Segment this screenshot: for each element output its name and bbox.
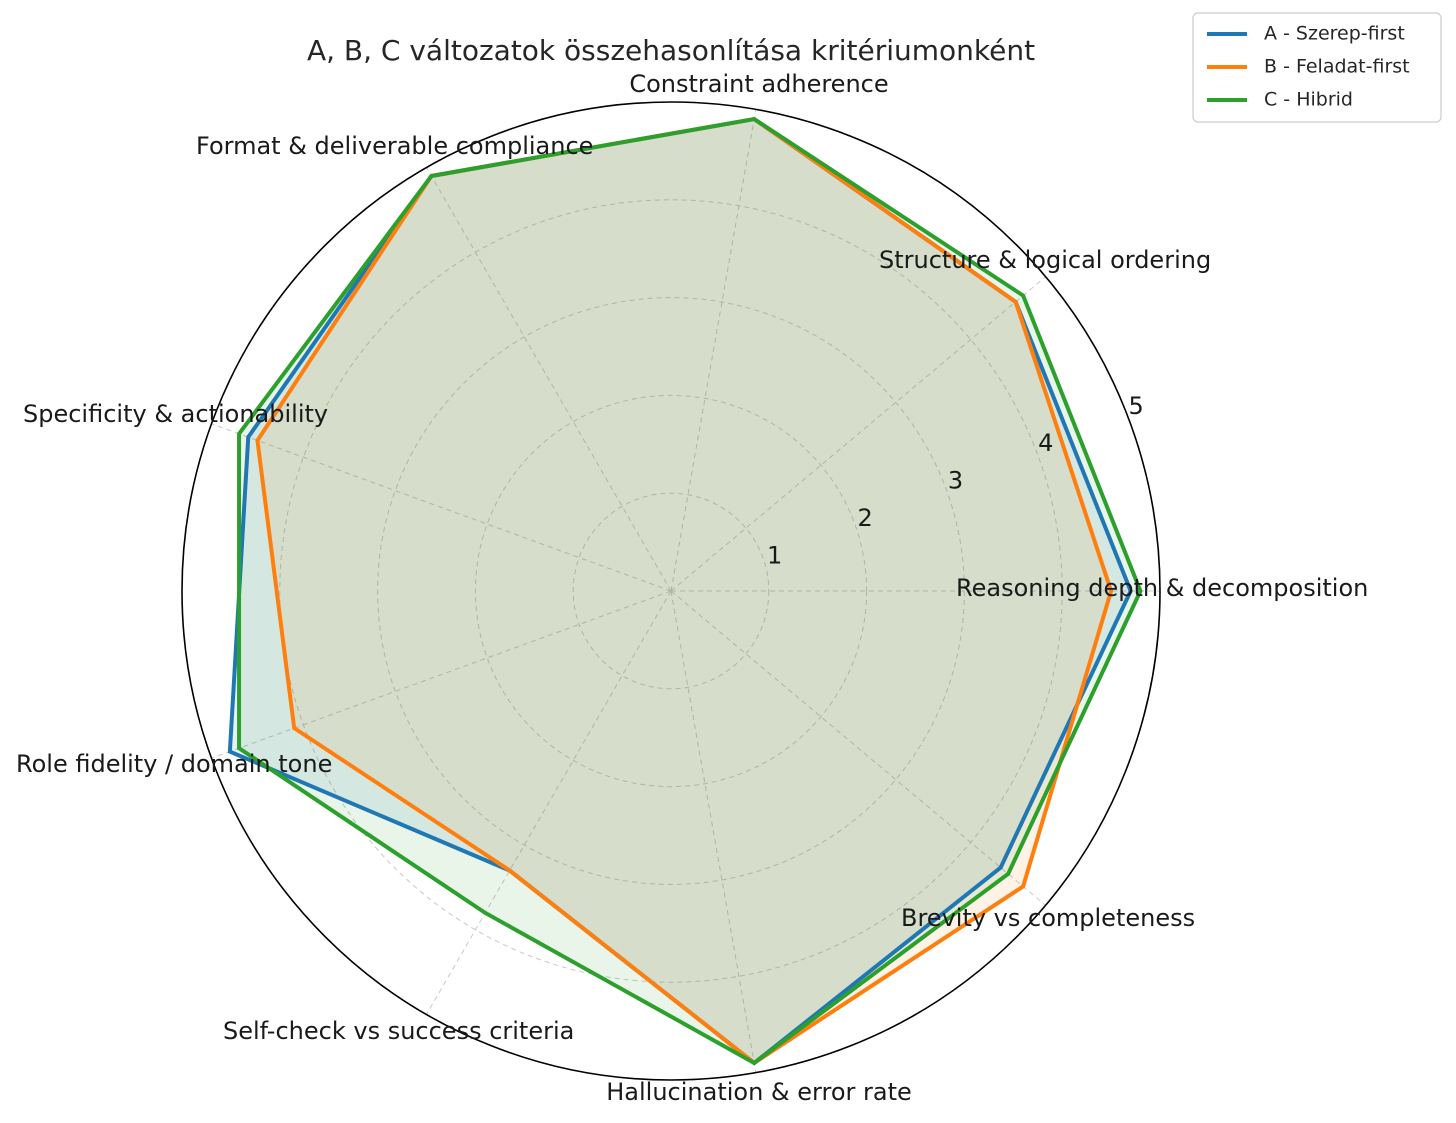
series-fill-1 (257, 119, 1112, 1063)
polar-frame (181, 101, 1161, 1081)
radial-tick-labels: 1 2 3 4 5 (767, 392, 1144, 570)
category-label-3: Format & deliverable compliance (196, 132, 593, 160)
tick-label-2: 2 (857, 504, 872, 532)
axis-labels: Reasoning depth & decomposition Structure… (16, 70, 1368, 1106)
legend-label-2[interactable]: C - Hibrid (1264, 89, 1353, 111)
grid-spoke-5 (211, 590, 672, 759)
grid-spoke-1 (670, 276, 1046, 592)
grid-spoke-3 (426, 167, 672, 592)
category-label-2: Constraint adherence (629, 70, 888, 98)
grid-circle-1 (572, 492, 770, 690)
category-label-8: Brevity vs completeness (901, 904, 1195, 932)
legend-label-0[interactable]: A - Szerep-first (1264, 23, 1405, 45)
category-label-6: Self-check vs success criteria (223, 1017, 574, 1045)
series-fill-2 (239, 119, 1141, 1063)
grid-circle-3 (377, 297, 965, 885)
tick-label-4: 4 (1038, 429, 1053, 457)
series-line-2 (237, 116, 1143, 1066)
grid-spoke-8 (670, 590, 1046, 906)
category-label-4: Specificity & actionability (23, 400, 328, 428)
grid-spoke-2 (670, 109, 757, 592)
series-fill-0 (229, 119, 1131, 1063)
tick-label-1: 1 (767, 542, 782, 570)
category-label-7: Hallucination & error rate (606, 1078, 912, 1106)
series-line-1 (255, 116, 1114, 1066)
grid-circle-2 (474, 394, 868, 788)
series-group (227, 116, 1143, 1066)
category-label-1: Structure & logical ordering (879, 246, 1211, 274)
category-label-5: Role fidelity / domain tone (16, 750, 332, 778)
legend-frame (1192, 12, 1442, 123)
polar-grid (211, 109, 1160, 1073)
grid-spoke-7 (670, 590, 757, 1073)
legend[interactable]: A - Szerep-first B - Feladat-first C - Hib… (1192, 12, 1442, 123)
tick-label-3: 3 (948, 467, 963, 495)
grid-spoke-6 (426, 590, 672, 1015)
tick-label-5: 5 (1129, 392, 1144, 420)
grid-spoke-4 (211, 423, 672, 592)
chart-title: A, B, C változatok összehasonlítása krit… (307, 34, 1035, 67)
legend-entries: A - Szerep-first B - Feladat-first C - Hib… (1207, 23, 1410, 111)
category-label-0: Reasoning depth & decomposition (956, 574, 1368, 602)
legend-label-1[interactable]: B - Feladat-first (1264, 56, 1410, 78)
